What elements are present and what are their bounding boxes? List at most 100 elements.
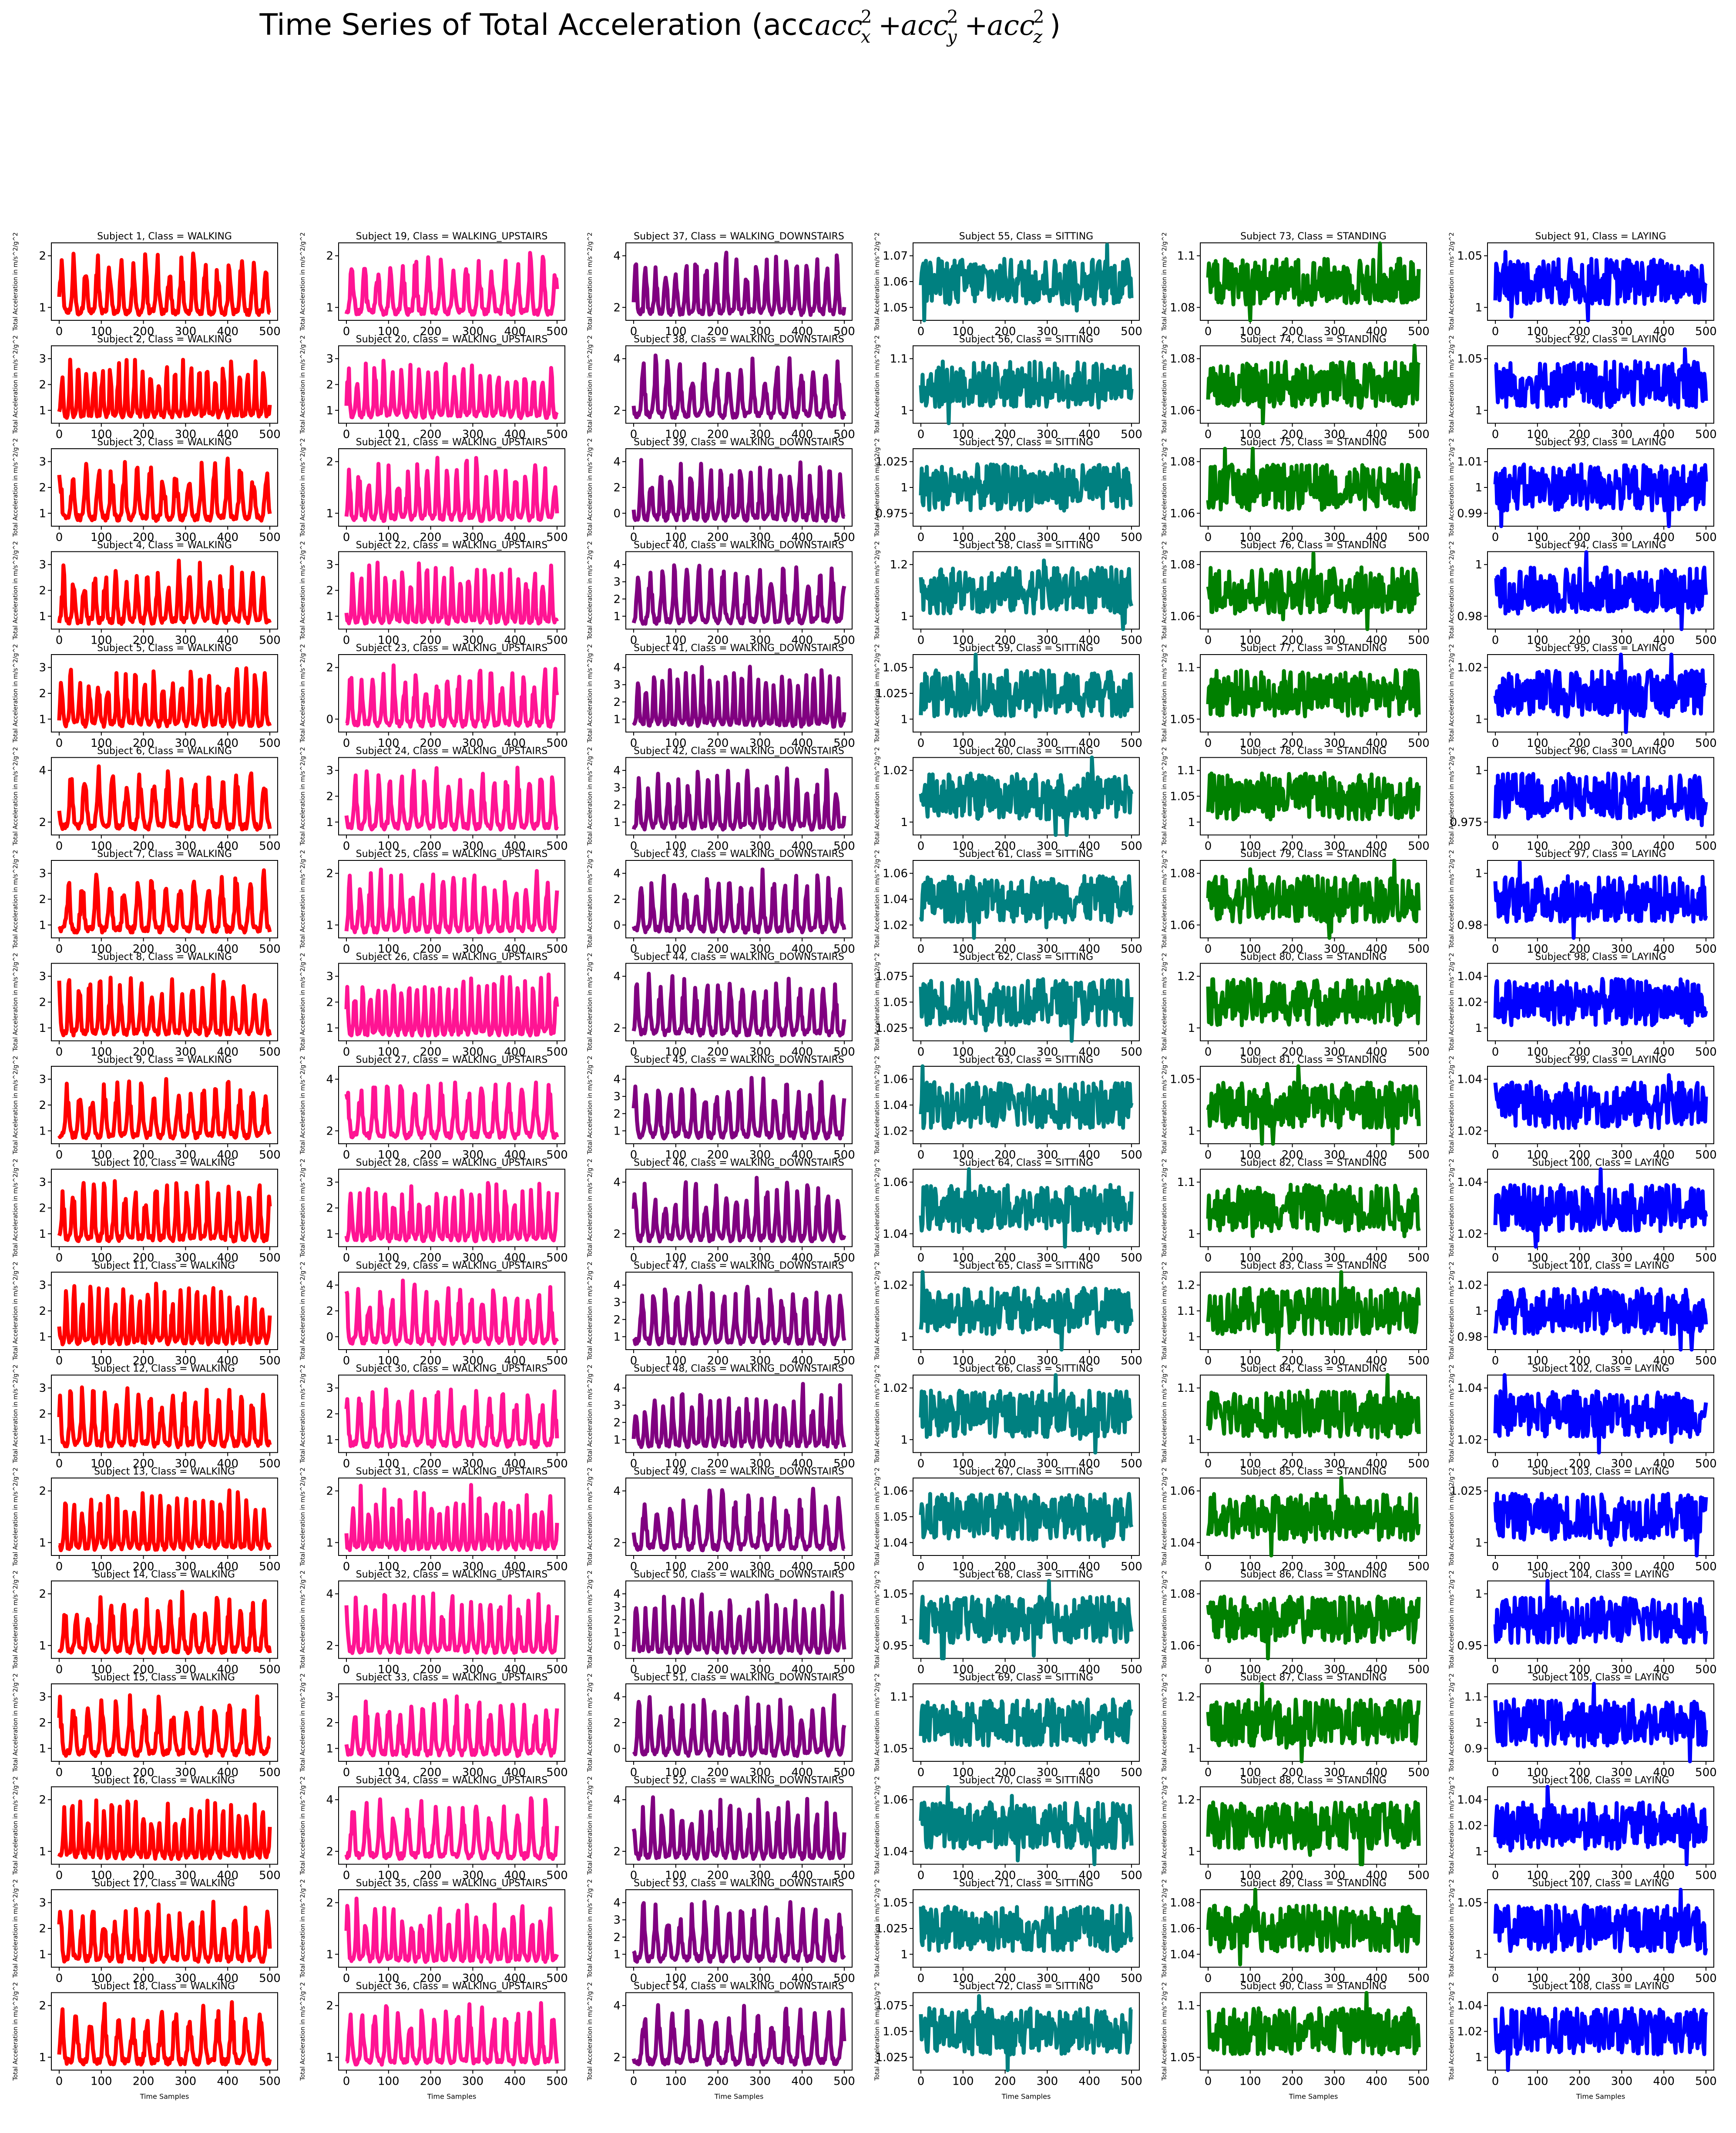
x-tick-label: 100 (378, 1663, 400, 1676)
x-tick-label: 400 (791, 1766, 813, 1779)
subplot-title: Subject 66, Class = SITTING (959, 1364, 1093, 1374)
y-tick-label: 4 (613, 867, 621, 880)
x-tick-label: 500 (1121, 634, 1142, 647)
x-tick-label: 300 (462, 1869, 484, 1882)
axes-frame (913, 1683, 1140, 1762)
x-tick-label: 0 (343, 531, 350, 544)
y-tick-label: 1 (1188, 1228, 1195, 1241)
x-tick-label: 400 (1653, 1458, 1675, 1471)
x-tick-label: 200 (420, 428, 442, 441)
x-tick-label: 400 (504, 840, 526, 853)
series-line (631, 458, 846, 523)
x-tick-label: 200 (420, 1046, 442, 1059)
series-line (344, 1796, 559, 1861)
x-tick-label: 300 (1611, 1458, 1633, 1471)
title-subscript: x (861, 27, 871, 47)
subplot: Subject 34, Class = WALKING_UPSTAIRS Tota… (299, 1775, 568, 1882)
y-axis-label: Total Acceleration in m/s^2/g^2 (1448, 1468, 1455, 1566)
x-tick-label: 100 (91, 1149, 112, 1162)
y-tick-label: 1.1 (1177, 662, 1195, 675)
x-tick-label: 300 (175, 1972, 197, 1985)
y-tick-label: 3 (326, 764, 333, 777)
x-tick-label: 100 (1239, 2075, 1261, 2088)
series-line (1493, 1888, 1708, 1956)
x-tick-label: 100 (1239, 325, 1261, 338)
y-tick-label: 1 (1188, 816, 1195, 829)
x-tick-label: 200 (1569, 2075, 1591, 2088)
subplot: Subject 43, Class = WALKING_DOWNSTAIRS To… (587, 849, 855, 956)
title-subscript: z (1033, 27, 1043, 47)
x-tick-label: 0 (917, 531, 925, 544)
y-tick-label: 1.1 (1177, 250, 1195, 263)
x-tick-label: 400 (217, 737, 238, 750)
y-axis-label: Total Acceleration in m/s^2/g^2 (299, 1673, 306, 1772)
x-tick-label: 100 (378, 1354, 400, 1367)
x-tick-label: 500 (1121, 1972, 1142, 1985)
x-tick-label: 500 (259, 531, 281, 544)
subplot-title: Subject 65, Class = SITTING (959, 1260, 1093, 1271)
axes-frame (625, 963, 853, 1041)
x-tick-label: 0 (343, 428, 350, 441)
x-tick-label: 500 (546, 531, 568, 544)
x-tick-label: 100 (1239, 1252, 1261, 1265)
axes-frame (338, 448, 565, 527)
subplot-title: Subject 90, Class = STANDING (1240, 1981, 1387, 1992)
x-tick-label: 200 (994, 1354, 1016, 1367)
subplot: Subject 16, Class = WALKING Total Acceler… (12, 1775, 281, 1882)
x-tick-label: 500 (1121, 1046, 1142, 1059)
y-tick-label: 0.98 (1457, 919, 1482, 932)
x-tick-label: 200 (1282, 840, 1303, 853)
x-tick-label: 400 (791, 1972, 813, 1985)
series-line (344, 1896, 559, 1964)
y-tick-label: 0.9 (1464, 1742, 1482, 1755)
x-tick-label: 500 (833, 1869, 855, 1882)
x-tick-label: 100 (91, 1046, 112, 1059)
y-tick-label: 2 (39, 996, 46, 1009)
x-tick-label: 200 (420, 1252, 442, 1265)
subplot: Subject 59, Class = SITTING Total Acceler… (874, 643, 1142, 750)
y-axis-label: Total Acceleration in m/s^2/g^2 (1448, 953, 1455, 1051)
y-tick-label: 4 (613, 353, 621, 366)
x-tick-label: 0 (56, 737, 63, 750)
series-line (57, 973, 272, 1038)
x-tick-label: 500 (1695, 1149, 1717, 1162)
x-tick-label: 0 (1492, 325, 1499, 338)
subplot: Subject 55, Class = SITTING Total Acceler… (874, 231, 1142, 338)
y-axis-label: Total Acceleration in m/s^2/g^2 (1448, 1570, 1455, 1669)
x-tick-label: 0 (1205, 840, 1212, 853)
x-tick-label: 300 (1037, 1560, 1058, 1573)
x-tick-label: 100 (952, 840, 974, 853)
series-line (1206, 668, 1421, 719)
series-line (632, 1284, 846, 1347)
x-tick-label: 0 (917, 1046, 925, 1059)
y-tick-label: 1.05 (883, 2026, 908, 2039)
y-tick-label: 2 (39, 1485, 46, 1498)
x-tick-label: 300 (1037, 1458, 1058, 1471)
y-tick-label: 1.04 (1457, 1073, 1482, 1086)
y-axis-label: Total Acceleration in m/s^2/g^2 (587, 1570, 594, 1669)
y-tick-label: 1.02 (883, 764, 908, 777)
x-tick-label: 200 (994, 1663, 1016, 1676)
y-axis-label: Total Acceleration in m/s^2/g^2 (587, 1364, 594, 1463)
y-tick-label: 1 (613, 1948, 621, 1961)
x-tick-label: 400 (1078, 1869, 1100, 1882)
y-axis-label: Total Acceleration in m/s^2/g^2 (1448, 541, 1455, 640)
x-tick-label: 400 (1653, 1046, 1675, 1059)
y-tick-label: 1.07 (883, 250, 908, 263)
axes-frame (1200, 1992, 1427, 2071)
x-tick-label: 300 (1037, 325, 1058, 338)
subplot: Subject 104, Class = LAYING Total Acceler… (1448, 1569, 1717, 1676)
x-tick-label: 400 (217, 1560, 238, 1573)
x-tick-label: 100 (91, 943, 112, 956)
y-axis-label: Total Acceleration in m/s^2/g^2 (1448, 1879, 1455, 1978)
y-tick-label: 1.2 (890, 558, 908, 571)
x-tick-label: 400 (791, 1869, 813, 1882)
y-tick-label: 1.02 (1457, 1434, 1482, 1447)
y-tick-label: 3 (39, 1073, 46, 1086)
subplot-title: Subject 36, Class = WALKING_UPSTAIRS (356, 1981, 548, 1992)
y-axis-label: Total Acceleration in m/s^2/g^2 (1161, 1159, 1168, 1257)
y-tick-label: 1.06 (1170, 404, 1195, 417)
x-tick-label: 100 (952, 325, 974, 338)
y-tick-label: 1 (613, 1330, 621, 1344)
series-line (1493, 1579, 1708, 1645)
